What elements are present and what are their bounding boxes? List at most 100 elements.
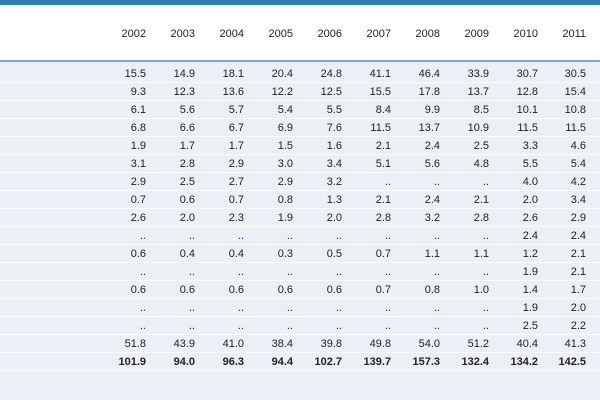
table-cell: 1.0 <box>473 284 489 296</box>
table-cell: 2.8 <box>375 212 391 224</box>
table-cell: 1.4 <box>522 284 538 296</box>
table-cell: 6.9 <box>277 122 293 134</box>
total-cell: 134.2 <box>510 356 538 368</box>
table-cell: .. <box>188 230 195 242</box>
table-cell: 1.9 <box>522 302 538 314</box>
table-cell: 2.1 <box>473 194 489 206</box>
table-cell: 0.7 <box>228 194 244 206</box>
total-cell: 132.4 <box>461 356 489 368</box>
table-cell: .. <box>433 176 440 188</box>
table-row: ................ 2.4 2.4 <box>0 227 600 245</box>
table-cell: 3.2 <box>326 176 342 188</box>
table-cell: 2.3 <box>228 212 244 224</box>
table-cell: 0.6 <box>179 194 195 206</box>
column-header-year: 2005 <box>268 28 293 40</box>
table-cell: 4.2 <box>570 176 586 188</box>
table-cell: 1.7 <box>228 140 244 152</box>
table-cell: 0.7 <box>130 194 146 206</box>
table-cell: 2.9 <box>570 212 586 224</box>
table-cell: 54.0 <box>418 338 440 350</box>
table-cell: 13.7 <box>418 122 440 134</box>
table-cell: 46.4 <box>418 68 440 80</box>
table-cell: 43.9 <box>173 338 195 350</box>
table-cell: 9.3 <box>130 86 146 98</box>
table-cell: 4.6 <box>570 140 586 152</box>
table-cell: 0.7 <box>375 284 391 296</box>
table-cell: .. <box>384 266 391 278</box>
table-cell: 7.6 <box>326 122 342 134</box>
table-cell: 3.0 <box>277 158 293 170</box>
table-cell: 2.1 <box>570 266 586 278</box>
table-cell: 41.0 <box>222 338 244 350</box>
table-cell: 2.0 <box>570 302 586 314</box>
table-row: 1.9 1.7 1.7 1.5 1.6 2.1 2.4 2.5 3.3 4.6 <box>0 137 600 155</box>
column-header-year: 2006 <box>317 28 342 40</box>
table-cell: .. <box>139 302 146 314</box>
table-cell: 3.2 <box>424 212 440 224</box>
table-cell: 49.8 <box>369 338 391 350</box>
total-row: 101.9 94.0 96.3 94.4 102.7 139.7 157.3 132.4 134… <box>0 353 600 371</box>
total-cell: 102.7 <box>314 356 342 368</box>
table-cell: 2.2 <box>570 320 586 332</box>
table-cell: .. <box>237 320 244 332</box>
column-header-year: 2003 <box>170 28 195 40</box>
table-cell: 51.8 <box>124 338 146 350</box>
table-cell: 1.6 <box>326 140 342 152</box>
table-row: ................ 1.9 2.0 <box>0 299 600 317</box>
table-cell: 0.4 <box>179 248 195 260</box>
table-cell: .. <box>286 302 293 314</box>
table-cell: .. <box>139 230 146 242</box>
table-cell: 8.4 <box>375 104 391 116</box>
table-cell: 5.6 <box>424 158 440 170</box>
table-cell: 5.5 <box>326 104 342 116</box>
table-cell: 0.3 <box>277 248 293 260</box>
table-cell: 0.4 <box>228 248 244 260</box>
table-cell: 13.7 <box>467 86 489 98</box>
table-cell: 0.6 <box>130 284 146 296</box>
table-cell: 11.5 <box>370 122 391 134</box>
table-cell: 1.5 <box>277 140 293 152</box>
table-cell: 2.7 <box>228 176 244 188</box>
table-cell: 3.1 <box>130 158 146 170</box>
table-cell: .. <box>286 320 293 332</box>
table-row: ................ 1.9 2.1 <box>0 263 600 281</box>
table-cell: 41.3 <box>564 338 586 350</box>
table-cell: 2.4 <box>424 194 440 206</box>
column-header-year: 2009 <box>464 28 489 40</box>
table-cell: 0.6 <box>179 284 195 296</box>
table-cell: 17.8 <box>418 86 440 98</box>
table-cell: 1.9 <box>277 212 293 224</box>
table-cell: 2.5 <box>473 140 489 152</box>
table-cell: 15.5 <box>369 86 391 98</box>
column-header-year: 2004 <box>219 28 244 40</box>
table-cell: 6.7 <box>228 122 244 134</box>
table-cell: 15.5 <box>124 68 146 80</box>
table-cell: .. <box>188 302 195 314</box>
table-cell: 1.1 <box>473 248 489 260</box>
table-cell: .. <box>188 266 195 278</box>
table-cell: 0.6 <box>326 284 342 296</box>
table-cell: 1.1 <box>424 248 440 260</box>
table-cell: 2.4 <box>522 230 538 242</box>
table-row: 0.6 0.4 0.4 0.3 0.5 0.7 1.1 1.1 1.2 2.1 <box>0 245 600 263</box>
table-cell: 2.0 <box>179 212 195 224</box>
table-cell: .. <box>335 302 342 314</box>
table-cell: .. <box>384 230 391 242</box>
table-row: 6.8 6.6 6.7 6.9 7.6 11.5 13.7 10.9 11.5 11.5 <box>0 119 600 137</box>
table-cell: 4.8 <box>473 158 489 170</box>
table-cell: 12.2 <box>271 86 293 98</box>
table-cell: 0.8 <box>424 284 440 296</box>
table-cell: 2.6 <box>130 212 146 224</box>
table-cell: .. <box>482 320 489 332</box>
total-cell: 139.7 <box>363 356 391 368</box>
table-cell: .. <box>237 266 244 278</box>
table-cell: 12.8 <box>516 86 538 98</box>
column-header-year: 2002 <box>121 28 146 40</box>
table-row: 3.1 2.8 2.9 3.0 3.4 5.1 5.6 4.8 5.5 5.4 <box>0 155 600 173</box>
table-cell: 5.4 <box>277 104 293 116</box>
table-cell: 2.5 <box>522 320 538 332</box>
table-cell: .. <box>384 320 391 332</box>
table-cell: 10.9 <box>467 122 489 134</box>
table-cell: 0.6 <box>130 248 146 260</box>
table-cell: 12.3 <box>173 86 195 98</box>
